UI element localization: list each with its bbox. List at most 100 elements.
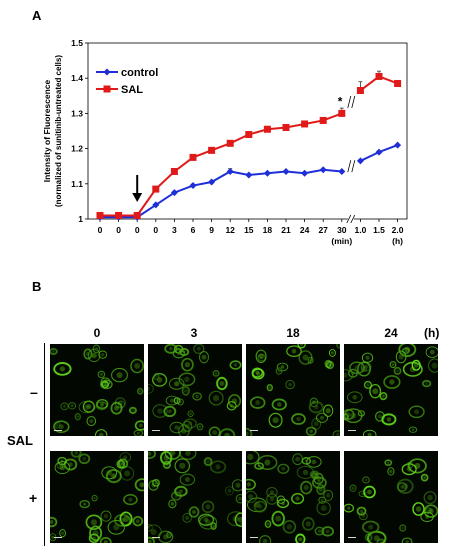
data-point-sal bbox=[356, 87, 364, 95]
micrograph-cell bbox=[50, 451, 144, 543]
data-point-sal bbox=[394, 79, 402, 87]
scale-bar bbox=[250, 429, 258, 431]
data-point-control bbox=[152, 201, 160, 209]
x-tick-label: 9 bbox=[209, 225, 214, 235]
x-tick-label: 2.0 bbox=[392, 225, 404, 235]
column-header-18: 18 bbox=[286, 326, 300, 340]
series-break-mark bbox=[347, 160, 352, 173]
data-point-sal bbox=[319, 116, 327, 124]
y-tick-label: 1.3 bbox=[71, 108, 83, 118]
cell-fluorescence-image bbox=[50, 451, 144, 543]
row-group-bracket bbox=[44, 343, 45, 546]
data-point-sal bbox=[170, 167, 178, 175]
x-axis-break-gap bbox=[347, 215, 354, 223]
micrograph-cell bbox=[148, 451, 242, 543]
data-point-control bbox=[226, 167, 234, 175]
data-point-control bbox=[245, 171, 253, 179]
micrograph-cell bbox=[344, 344, 438, 436]
x-tick-label: 12 bbox=[225, 225, 235, 235]
x-tick-label: 21 bbox=[281, 225, 291, 235]
micrograph-cell bbox=[344, 451, 438, 543]
data-point-sal bbox=[282, 123, 290, 131]
data-point-control bbox=[338, 167, 346, 175]
cell-fluorescence-image bbox=[246, 451, 335, 543]
cell-fluorescence-image bbox=[148, 451, 242, 543]
treatment-arrow-head bbox=[132, 193, 143, 202]
x-tick-label: 24 bbox=[300, 225, 310, 235]
scale-bar bbox=[348, 429, 356, 431]
legend-marker-sal bbox=[103, 85, 111, 93]
column-unit-label: (h) bbox=[424, 326, 440, 340]
x-tick-label: 0 bbox=[116, 225, 121, 235]
data-point-control bbox=[319, 166, 327, 174]
row-group-label-sal: SAL bbox=[7, 433, 33, 448]
y-axis-label-line2: (normalized of sunitinib-untreated cells… bbox=[54, 55, 63, 207]
data-point-sal bbox=[96, 211, 104, 219]
data-point-sal bbox=[245, 131, 253, 139]
data-point-control bbox=[263, 169, 271, 177]
data-point-control bbox=[356, 157, 364, 165]
x-tick-label: 18 bbox=[263, 225, 273, 235]
row-label-minus: – bbox=[30, 384, 38, 400]
column-header-24: 24 bbox=[384, 326, 398, 340]
x-tick-label: 1.0 bbox=[354, 225, 366, 235]
data-point-control bbox=[170, 189, 178, 197]
x-tick-label: 3 bbox=[172, 225, 177, 235]
data-point-sal bbox=[133, 211, 141, 219]
column-header-3: 3 bbox=[190, 326, 198, 340]
scale-bar bbox=[54, 429, 62, 431]
fluorescence-line-chart: 1 1.1 1.2 1.3 1.4 1.5 0 0 0 0 3 6 9 12 15 18 21 24 27 30 1.0… bbox=[42, 38, 408, 246]
series-break-mark bbox=[351, 160, 356, 173]
x-tick-label: 27 bbox=[318, 225, 328, 235]
data-point-control bbox=[301, 169, 309, 177]
micrograph-cell bbox=[246, 451, 340, 543]
data-point-sal bbox=[263, 125, 271, 133]
data-point-sal bbox=[338, 109, 346, 117]
micrograph-cell bbox=[148, 344, 242, 436]
data-point-control bbox=[282, 167, 290, 175]
row-label-plus: + bbox=[29, 490, 38, 506]
cell-fluorescence-image bbox=[50, 344, 144, 436]
legend-label-sal: SAL bbox=[121, 84, 143, 96]
y-tick-label: 1 bbox=[78, 214, 83, 224]
data-point-sal bbox=[301, 120, 309, 128]
cell-fluorescence-image bbox=[344, 458, 438, 543]
x-tick-label: 0 bbox=[135, 225, 140, 235]
legend-label-control: control bbox=[121, 67, 158, 79]
data-point-sal bbox=[375, 72, 383, 80]
cell-fluorescence-image bbox=[246, 344, 340, 436]
scale-bar bbox=[54, 536, 62, 538]
x-tick-label: 30 bbox=[337, 225, 347, 235]
data-point-control bbox=[208, 178, 216, 186]
scale-bar bbox=[152, 429, 160, 431]
column-header-0: 0 bbox=[93, 326, 101, 340]
x-axis-break-mark bbox=[350, 214, 356, 224]
x-tick-label: 6 bbox=[191, 225, 196, 235]
x-axis-break-mark bbox=[346, 214, 352, 224]
y-tick-label: 1.5 bbox=[71, 38, 83, 48]
panel-b-label: B bbox=[32, 279, 42, 294]
data-point-sal bbox=[115, 211, 123, 219]
series-break-mark bbox=[347, 95, 352, 109]
scale-bar bbox=[348, 536, 356, 538]
y-axis-label-line1: Intensity of Fluorescence bbox=[42, 79, 52, 182]
panel-a-label: A bbox=[32, 8, 42, 23]
y-tick-label: 1.2 bbox=[71, 144, 83, 154]
data-point-sal bbox=[152, 185, 160, 193]
legend-marker-control bbox=[103, 68, 111, 76]
y-tick-label: 1.1 bbox=[71, 179, 83, 189]
cell-fluorescence-image bbox=[148, 344, 242, 436]
significance-asterisk: * bbox=[338, 94, 343, 108]
scale-bar bbox=[250, 536, 258, 538]
plot-frame bbox=[87, 42, 408, 220]
data-point-control bbox=[189, 182, 197, 190]
scale-bar bbox=[152, 536, 160, 538]
micrograph-cell bbox=[50, 344, 144, 436]
data-point-sal bbox=[226, 139, 234, 147]
x-tick-label: 0 bbox=[98, 225, 103, 235]
x-unit-h: (h) bbox=[392, 236, 403, 246]
data-point-sal bbox=[189, 153, 197, 161]
data-point-sal bbox=[208, 146, 216, 154]
series-break-mark bbox=[351, 95, 356, 109]
micrograph-cell bbox=[246, 344, 340, 436]
